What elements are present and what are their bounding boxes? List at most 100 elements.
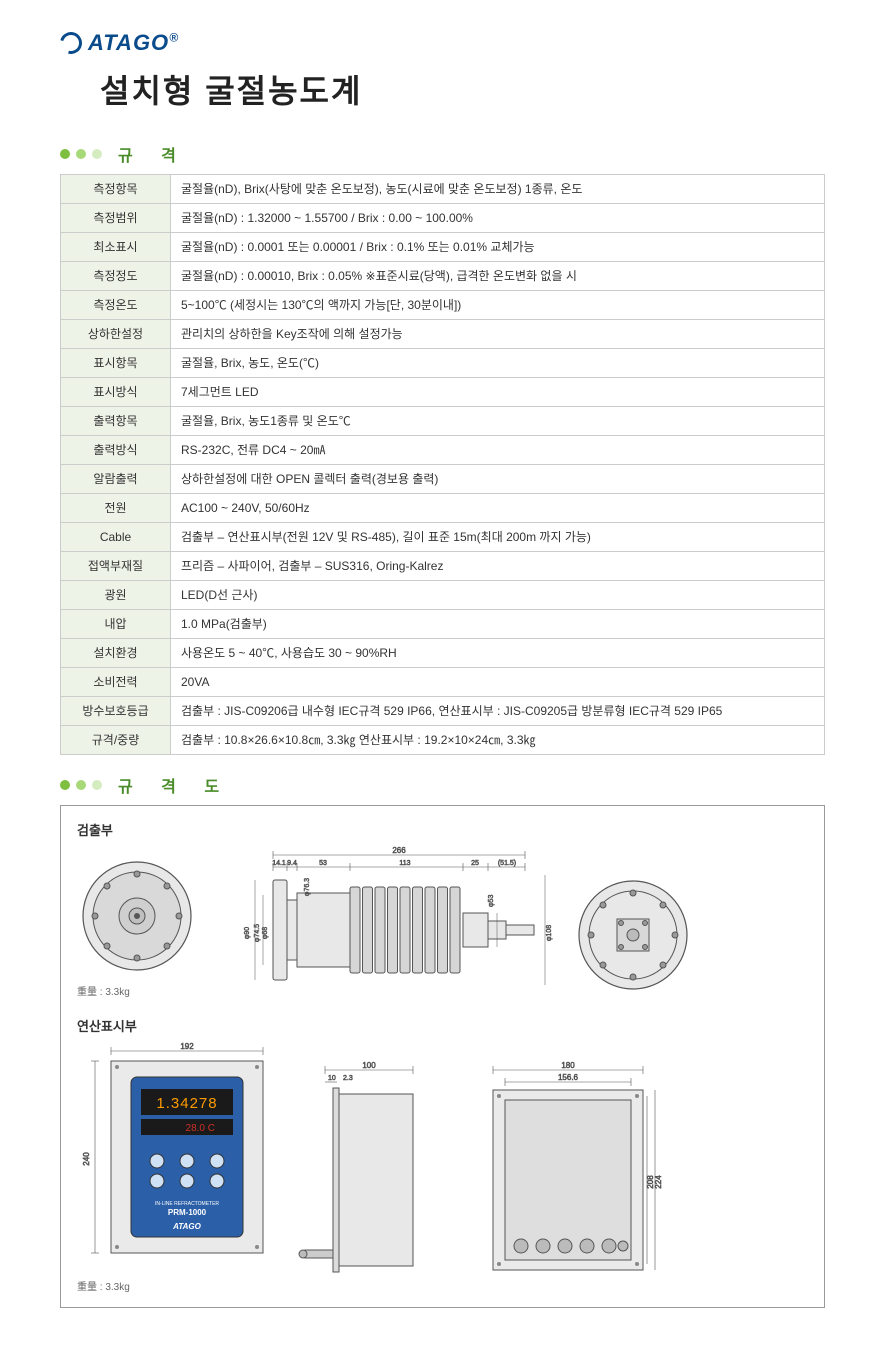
bullet-icon — [76, 780, 86, 790]
spec-label: Cable — [61, 523, 171, 552]
brand-logo: ATAGO® — [60, 30, 825, 56]
svg-text:2.3: 2.3 — [343, 1075, 353, 1082]
spec-value: LED(D선 근사) — [171, 581, 825, 610]
table-row: 측정범위굴절율(nD) : 1.32000 ~ 1.55700 / Brix :… — [61, 204, 825, 233]
spec-label: 측정정도 — [61, 262, 171, 291]
svg-text:208: 208 — [646, 1175, 655, 1189]
spec-label: 전원 — [61, 494, 171, 523]
spec-label: 상하한설정 — [61, 320, 171, 349]
table-row: 출력방식RS-232C, 전류 DC4 ~ 20㎃ — [61, 436, 825, 465]
table-row: 소비전력20VA — [61, 668, 825, 697]
detector-diagram-section: 검출부 重量 : 3.3kg — [77, 820, 808, 998]
bullet-icon — [92, 780, 102, 790]
svg-text:180: 180 — [561, 1061, 575, 1070]
svg-text:9.4: 9.4 — [287, 860, 297, 867]
spec-label: 측정범위 — [61, 204, 171, 233]
spec-value: 상하한설정에 대한 OPEN 콜렉터 출력(경보용 출력) — [171, 465, 825, 494]
spec-label: 출력항목 — [61, 407, 171, 436]
table-row: 표시항목굴절율, Brix, 농도, 온도(℃) — [61, 349, 825, 378]
spec-value: AC100 ~ 240V, 50/60Hz — [171, 494, 825, 523]
spec-table: 측정항목굴절율(nD), Brix(사탕에 맞춘 온도보정), 농도(시료에 맞… — [60, 174, 825, 755]
svg-text:25: 25 — [471, 860, 479, 867]
table-row: 측정온도5~100℃ (세정시는 130℃의 액까지 가능[단, 30분이내]) — [61, 291, 825, 320]
spec-value: 사용온도 5 ~ 40℃, 사용습도 30 ~ 90%RH — [171, 639, 825, 668]
spec-value: 5~100℃ (세정시는 130℃의 액까지 가능[단, 30분이내]) — [171, 291, 825, 320]
table-row: 출력항목굴절율, Brix, 농도1종류 및 온도℃ — [61, 407, 825, 436]
spec-value: 검출부 : 10.8×26.6×10.8㎝, 3.3㎏ 연산표시부 : 19.2… — [171, 726, 825, 755]
spec-value: 굴절율(nD) : 0.0001 또는 0.00001 / Brix : 0.1… — [171, 233, 825, 262]
spec-label: 표시항목 — [61, 349, 171, 378]
spec-value: 굴절율, Brix, 농도, 온도(℃) — [171, 349, 825, 378]
bullet-icon — [92, 149, 102, 159]
svg-text:224: 224 — [654, 1175, 663, 1189]
table-row: 내압1.0 MPa(검출부) — [61, 610, 825, 639]
spec-label: 설치환경 — [61, 639, 171, 668]
spec-value: 관리치의 상하한을 Key조작에 의해 설정가능 — [171, 320, 825, 349]
spec-label: 규격/중량 — [61, 726, 171, 755]
svg-text:156.6: 156.6 — [558, 1073, 579, 1082]
spec-value: 프리즘 – 사파이어, 검출부 – SUS316, Oring-Kalrez — [171, 552, 825, 581]
spec-value: 1.0 MPa(검출부) — [171, 610, 825, 639]
spec-label: 측정항목 — [61, 175, 171, 204]
spec-value: 20VA — [171, 668, 825, 697]
spec-value: 검출부 – 연산표시부(전원 12V 및 RS-485), 길이 표준 15m(… — [171, 523, 825, 552]
display-diagram-section: 연산표시부 192 240 1.34278 — [77, 1016, 808, 1293]
table-row: 광원LED(D선 근사) — [61, 581, 825, 610]
table-row: 알람출력상하한설정에 대한 OPEN 콜렉터 출력(경보용 출력) — [61, 465, 825, 494]
spec-value: 굴절율(nD) : 1.32000 ~ 1.55700 / Brix : 0.0… — [171, 204, 825, 233]
svg-text:240: 240 — [82, 1152, 91, 1166]
table-row: 측정정도굴절율(nD) : 0.00010, Brix : 0.05% ※표준시… — [61, 262, 825, 291]
svg-text:φ76.3: φ76.3 — [304, 878, 311, 896]
detector-label: 검출부 — [77, 820, 808, 839]
table-row: 최소표시굴절율(nD) : 0.0001 또는 0.00001 / Brix :… — [61, 233, 825, 262]
spec-label: 측정온도 — [61, 291, 171, 320]
spec-label: 소비전력 — [61, 668, 171, 697]
svg-text:φ68: φ68 — [262, 927, 269, 939]
display-label: 연산표시부 — [77, 1016, 808, 1035]
display-weight: 重量 : 3.3kg — [77, 1278, 277, 1293]
svg-text:10: 10 — [328, 1075, 336, 1082]
detector-rear-view — [573, 875, 693, 998]
svg-text:φ74.5: φ74.5 — [254, 924, 261, 942]
display-front-view: 192 240 1.34278 28.0 C IN-LIN — [77, 1041, 277, 1293]
table-row: 규격/중량검출부 : 10.8×26.6×10.8㎝, 3.3㎏ 연산표시부 :… — [61, 726, 825, 755]
svg-text:192: 192 — [180, 1042, 194, 1051]
spec-label: 방수보호등급 — [61, 697, 171, 726]
spec-label: 최소표시 — [61, 233, 171, 262]
bullet-icon — [76, 149, 86, 159]
spec-label: 알람출력 — [61, 465, 171, 494]
table-row: 접액부재질프리즘 – 사파이어, 검출부 – SUS316, Oring-Kal… — [61, 552, 825, 581]
detector-front-view: 重量 : 3.3kg — [77, 856, 197, 998]
svg-text:1.34278: 1.34278 — [156, 1095, 217, 1112]
section-header-diagram: 규 격 도 — [60, 773, 825, 797]
svg-text:IN-LINE REFRACTOMETER: IN-LINE REFRACTOMETER — [155, 1201, 219, 1207]
section-title-diagram: 규 격 도 — [118, 773, 231, 797]
spec-value: RS-232C, 전류 DC4 ~ 20㎃ — [171, 436, 825, 465]
spec-label: 내압 — [61, 610, 171, 639]
table-row: 방수보호등급검출부 : JIS-C09206급 내수형 IEC규격 529 IP… — [61, 697, 825, 726]
svg-text:14.1: 14.1 — [272, 860, 286, 867]
logo-swirl-icon — [56, 28, 86, 58]
svg-text:113: 113 — [399, 860, 410, 867]
svg-text:100: 100 — [362, 1061, 376, 1070]
dimension-diagram-container: 검출부 重量 : 3.3kg — [60, 805, 825, 1308]
display-side-view: 100 10 2.3 — [295, 1060, 445, 1293]
bullet-icon — [60, 149, 70, 159]
svg-text:ATAGO: ATAGO — [172, 1222, 201, 1231]
svg-text:PRM-1000: PRM-1000 — [168, 1208, 207, 1217]
svg-text:266: 266 — [392, 846, 406, 855]
spec-label: 출력방식 — [61, 436, 171, 465]
table-row: 설치환경사용온도 5 ~ 40℃, 사용습도 30 ~ 90%RH — [61, 639, 825, 668]
spec-label: 표시방식 — [61, 378, 171, 407]
svg-text:28.0 C: 28.0 C — [186, 1123, 215, 1134]
spec-label: 광원 — [61, 581, 171, 610]
section-title-spec: 규 격 — [118, 142, 188, 166]
spec-value: 굴절율(nD), Brix(사탕에 맞춘 온도보정), 농도(시료에 맞춘 온도… — [171, 175, 825, 204]
table-row: Cable검출부 – 연산표시부(전원 12V 및 RS-485), 길이 표준… — [61, 523, 825, 552]
table-row: 상하한설정관리치의 상하한을 Key조작에 의해 설정가능 — [61, 320, 825, 349]
detector-side-view: 266 14.1 9.4 53 113 — [215, 845, 555, 998]
svg-text:φ108: φ108 — [546, 925, 553, 941]
detector-weight: 重量 : 3.3kg — [77, 983, 197, 998]
spec-value: 7세그먼트 LED — [171, 378, 825, 407]
svg-text:(51.5): (51.5) — [498, 860, 516, 867]
